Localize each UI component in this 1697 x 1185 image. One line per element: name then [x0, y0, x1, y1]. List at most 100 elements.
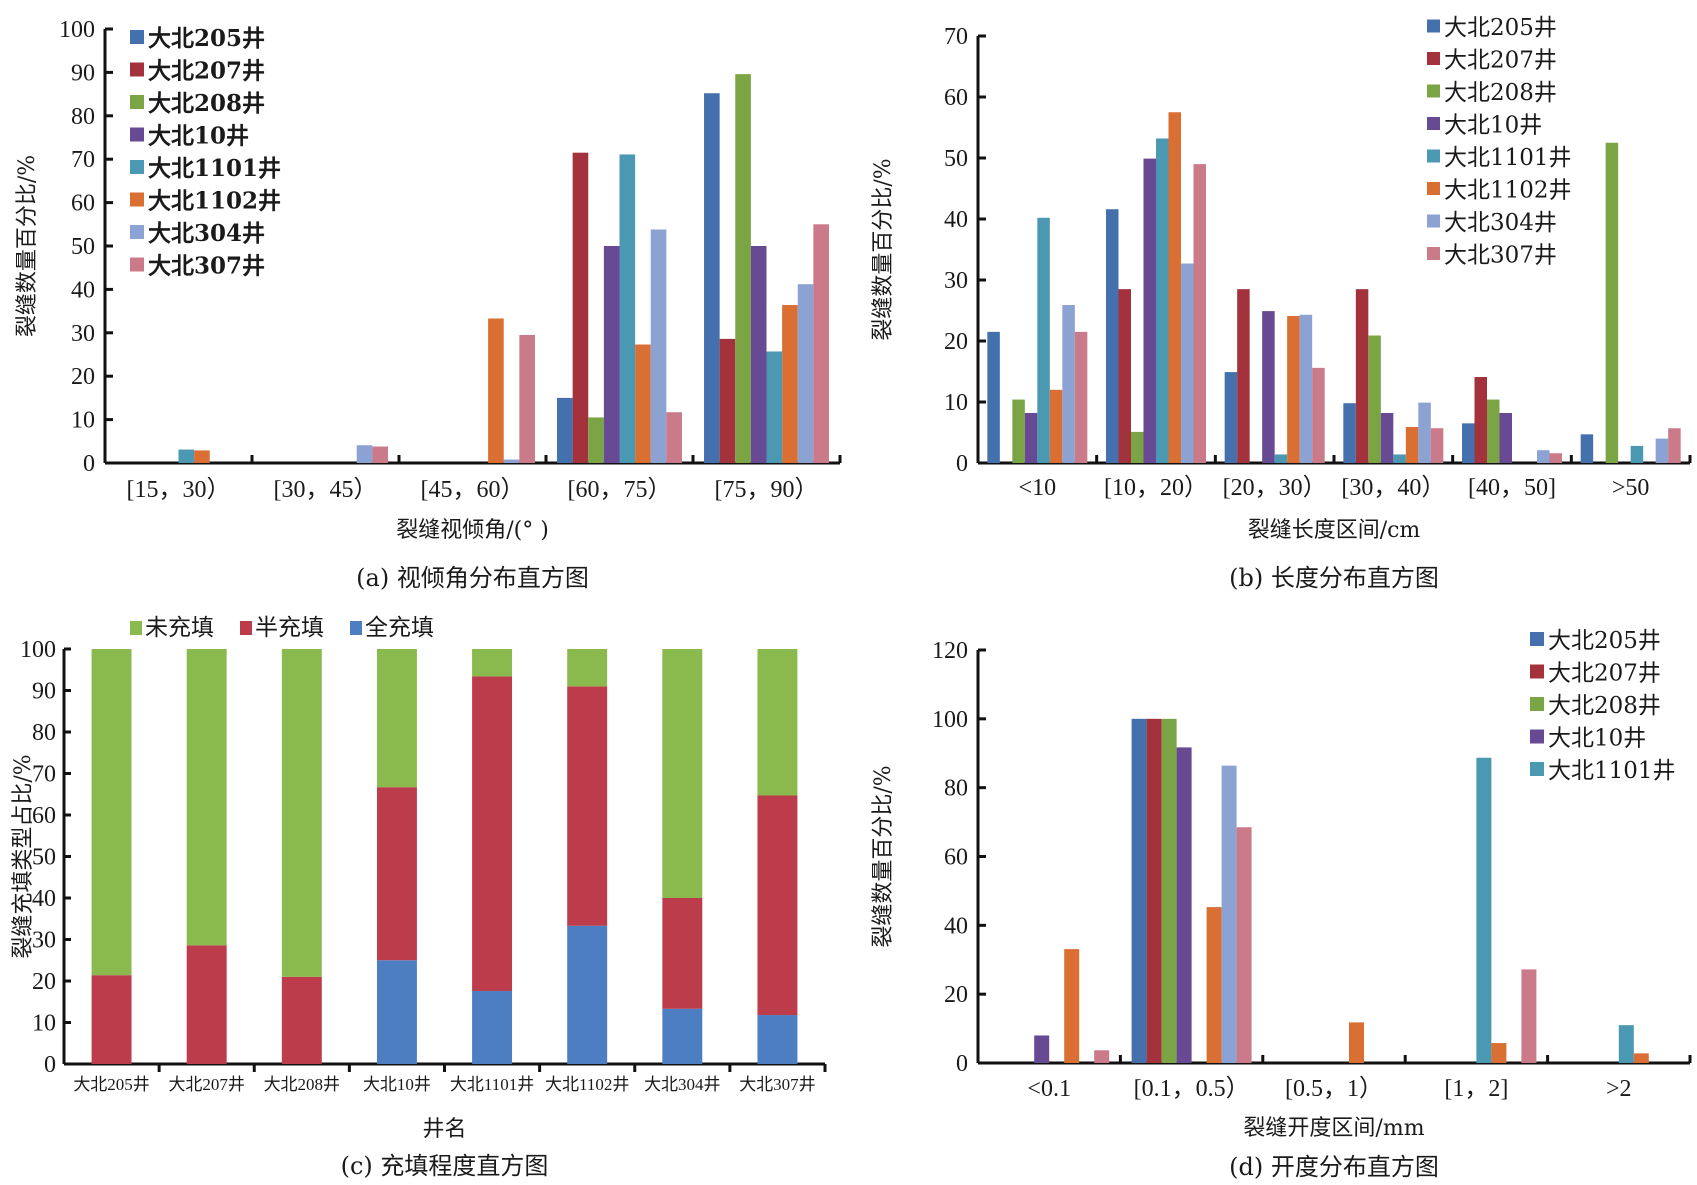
legend-swatch	[1427, 19, 1440, 33]
bar-大北10井-4	[750, 246, 767, 463]
legend-swatch	[350, 621, 362, 635]
legend-label: 大北1101井	[1548, 758, 1676, 784]
legend-swatch	[1530, 697, 1544, 711]
bar-大北1101井-3	[619, 154, 636, 463]
bar-大北1101井-4	[1618, 1025, 1634, 1063]
legend-swatch	[1427, 149, 1440, 163]
bar-大北307井-3	[1430, 428, 1444, 463]
bar-大北10井-2	[1262, 311, 1275, 463]
bar-大北208井-3	[1368, 335, 1381, 463]
x-tick-label: [20，30）	[1223, 475, 1327, 501]
bar-大北205井-3	[557, 397, 573, 463]
bar-大北307井-1	[1193, 164, 1206, 463]
x-tick-label: 大北208井	[264, 1075, 341, 1094]
legend-swatch	[130, 62, 144, 77]
bar-大北1102井-1	[1206, 907, 1222, 1063]
bar-大北307井-4	[1549, 453, 1562, 463]
bar-segment-半充填-2	[281, 976, 322, 1064]
x-tick-label: [45，60）	[421, 477, 525, 503]
bar-大北1102井-0	[1049, 389, 1063, 463]
legend-label: 大北10井	[1444, 113, 1542, 139]
bar-大北10井-0	[1034, 1035, 1050, 1063]
bar-大北10井-0	[1024, 412, 1038, 463]
bar-大北1102井-1	[1168, 112, 1181, 463]
bar-大北307井-2	[519, 334, 535, 463]
x-tick-label: [0.1，0.5）	[1134, 1076, 1250, 1102]
bar-大北1102井-2	[1287, 315, 1300, 463]
bar-大北10井-3	[603, 246, 620, 463]
legend-swatch	[1427, 247, 1440, 260]
bar-大北205井-1	[1131, 718, 1147, 1063]
bar-大北207井-1	[1146, 718, 1162, 1063]
bar-segment-全充填-7	[757, 1015, 798, 1064]
chart-caption: (b) 长度分布直方图	[1229, 564, 1439, 592]
x-axis-title: 裂缝视倾角/(° )	[396, 518, 549, 543]
legend-label: 大北205井	[148, 25, 265, 52]
bar-大北1102井-0	[1064, 949, 1080, 1063]
y-tick-label: 10	[32, 1011, 56, 1037]
legend-label: 大北10井	[148, 123, 249, 150]
legend-swatch	[1427, 52, 1440, 65]
bar-大北207井-4	[1474, 376, 1487, 463]
bar-大北304井-2	[503, 459, 520, 463]
bar-大北207井-4	[719, 338, 736, 463]
chart-caption: (d) 开度分布直方图	[1229, 1153, 1439, 1181]
bar-segment-未充填-2	[281, 649, 322, 977]
bar-大北1101井-3	[1393, 454, 1406, 463]
x-tick-label: 大北307井	[739, 1075, 816, 1094]
legend-label: 大北1102井	[1444, 178, 1572, 204]
chart-a-view-angle-histogram: 0 10 20 30 40 50 60 70 80 90 100 [15，30） [30，45） [45，…	[15, 17, 842, 592]
bar-segment-半充填-5	[567, 686, 608, 926]
legend-swatch	[1427, 182, 1440, 195]
bar-大北307井-3	[1521, 969, 1537, 1063]
x-tick-label: 大北1102井	[545, 1075, 629, 1094]
bar-大北307井-0	[1074, 331, 1088, 463]
bar-大北208井-1	[1161, 718, 1177, 1063]
bar-segment-半充填-1	[186, 945, 227, 1064]
y-axis-title: 裂缝数量百分比/%	[15, 155, 40, 337]
legend-swatch	[1530, 729, 1544, 744]
bar-大北207井-3	[1355, 289, 1369, 463]
bar-segment-半充填-7	[757, 795, 798, 1016]
legend-swatch	[130, 95, 144, 109]
y-tick-label: 20	[32, 969, 56, 995]
x-tick-label: 大北205井	[73, 1075, 150, 1094]
y-tick-label: 30	[944, 268, 968, 294]
y-tick-label: 10	[71, 408, 95, 434]
bar-大北1102井-3	[635, 344, 651, 463]
x-tick-label: 大北10井	[363, 1075, 431, 1094]
x-tick-label: [10，20）	[1104, 475, 1208, 501]
y-tick-label: 70	[71, 147, 95, 173]
legend-label: 大北10井	[1548, 726, 1646, 752]
bar-大北1101井-4	[766, 351, 783, 463]
bar-大北307井-2	[1312, 367, 1325, 463]
y-tick-label: 70	[32, 762, 56, 788]
bar-segment-未充填-0	[91, 649, 132, 976]
x-tick-label: >2	[1606, 1076, 1632, 1102]
y-tick-label: 100	[932, 707, 968, 733]
legend-swatch	[130, 225, 144, 239]
bar-大北304井-1	[1181, 263, 1194, 463]
y-tick-label: 0	[44, 1052, 56, 1078]
x-axis-title: 裂缝开度区间/mm	[1243, 1116, 1424, 1141]
legend-swatch	[130, 192, 144, 207]
bar-大北304井-5	[1655, 438, 1669, 463]
legend-swatch	[1530, 632, 1544, 646]
bar-大北304井-3	[650, 229, 667, 463]
y-tick-label: 60	[71, 191, 95, 217]
y-tick-label: 80	[32, 720, 56, 746]
bar-大北304井-0	[1062, 305, 1075, 463]
legend-label: 大北207井	[1548, 661, 1661, 687]
bar-segment-未充填-4	[472, 649, 513, 677]
bar-segment-全充填-3	[376, 960, 417, 1064]
bar-大北1101井-1	[1156, 138, 1169, 464]
x-tick-label: >50	[1612, 475, 1650, 501]
chart-d-panel: 0 20 40 60 80 100 120 <0.1 [0.1，0.5） [0.5，1） [1，2]…	[850, 600, 1697, 1185]
bar-segment-半充填-6	[662, 898, 703, 1009]
legend-label: 大北207井	[148, 58, 265, 85]
bar-大北304井-2	[1299, 314, 1313, 463]
legend-label: 大北1102井	[148, 188, 281, 215]
legend-label: 大北304井	[148, 220, 265, 247]
bar-大北1101井-5	[1630, 445, 1644, 463]
bar-大北10井-1	[1143, 158, 1156, 464]
